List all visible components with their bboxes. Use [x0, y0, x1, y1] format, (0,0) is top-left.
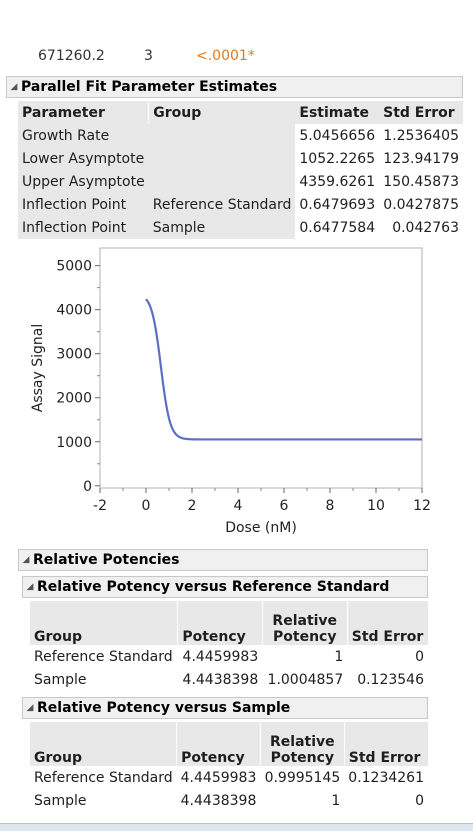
- y-axis: 0 1000 2000 3000 4000 5000: [56, 259, 100, 495]
- column-header[interactable]: Std Error: [343, 722, 428, 766]
- column-header[interactable]: Relative Potency: [261, 601, 348, 645]
- cell: 0.042763: [392, 219, 459, 236]
- disclosure-triangle-icon[interactable]: ◢: [26, 703, 34, 713]
- y-tick-label: 5000: [56, 259, 92, 275]
- y-tick-label: 4000: [56, 303, 92, 319]
- relative-potencies-outline-header[interactable]: ◢ Relative Potencies: [18, 549, 428, 571]
- y-axis-label: Assay Signal: [30, 324, 46, 412]
- column-header[interactable]: Group: [148, 101, 296, 124]
- table-row: Lower Asymptote 1052.2265 123.94179: [18, 147, 463, 170]
- x-tick-label: -2: [93, 498, 107, 514]
- cell: 4.4438398: [182, 671, 259, 688]
- cell: Reference Standard: [148, 193, 296, 216]
- disclosure-triangle-icon[interactable]: ◢: [26, 582, 34, 592]
- cell: [148, 170, 296, 193]
- table-row: Sample 4.4438398 1 0: [30, 789, 428, 812]
- outline-title: Relative Potencies: [33, 552, 180, 568]
- vs-sample-table: Group Potency Relative Potency Std Error…: [30, 722, 428, 812]
- cell: [148, 124, 296, 147]
- cell: Lower Asymptote: [18, 147, 149, 170]
- x-axis-label: Dose (nM): [225, 520, 297, 536]
- column-header[interactable]: Parameter: [18, 101, 150, 124]
- cell: 0.0427875: [383, 196, 459, 213]
- column-header[interactable]: Estimate: [295, 101, 380, 124]
- vs-sample-outline-header[interactable]: ◢ Relative Potency versus Sample: [22, 697, 428, 719]
- cell: 0.6479693: [299, 196, 376, 213]
- cell: 0.1234261: [348, 769, 424, 786]
- cell: 1: [334, 648, 344, 665]
- x-tick-label: 4: [234, 498, 243, 514]
- x-tick-label: 10: [367, 498, 385, 514]
- outline-title: Parallel Fit Parameter Estimates: [21, 79, 278, 95]
- cell: 671260.2: [38, 48, 105, 62]
- cell: 0: [415, 792, 424, 809]
- cell: 3: [144, 48, 153, 62]
- vs-reference-table: Group Potency Relative Potency Std Error…: [30, 601, 428, 691]
- table-row: Sample 4.4438398 1.0004857 0.123546: [30, 668, 428, 691]
- x-tick-label: 0: [142, 498, 151, 514]
- cell: 5.0456656: [299, 127, 376, 144]
- outline-title: Relative Potency versus Reference Standa…: [37, 579, 390, 595]
- cell: <.0001*: [196, 48, 255, 62]
- column-header[interactable]: Relative Potency: [259, 722, 345, 766]
- cell: Sample: [34, 671, 87, 688]
- cell: 4.4459983: [182, 648, 259, 665]
- vs-reference-outline-header[interactable]: ◢ Relative Potency versus Reference Stan…: [22, 576, 428, 598]
- cell: 0.6477584: [299, 219, 376, 236]
- table-row: Growth Rate 5.0456656 1.2536405: [18, 124, 463, 147]
- y-tick-label: 3000: [56, 347, 92, 363]
- cell: 0.123546: [357, 671, 424, 688]
- table-row: Inflection Point Reference Standard 0.64…: [18, 193, 463, 216]
- cell: 0.9995145: [264, 769, 341, 786]
- cell: Upper Asymptote: [18, 170, 149, 193]
- cell: Inflection Point: [18, 193, 149, 216]
- x-tick-label: 6: [280, 498, 289, 514]
- fit-curve-series: [145, 298, 422, 441]
- table-row: Reference Standard 4.4459983 0.9995145 0…: [30, 766, 428, 789]
- cell: 1.2536405: [383, 127, 459, 144]
- cell: 4.4459983: [180, 769, 257, 786]
- cell: Reference Standard: [34, 648, 173, 665]
- cell: Sample: [34, 792, 87, 809]
- cell: Reference Standard: [34, 769, 173, 786]
- column-header[interactable]: Group: [30, 601, 178, 645]
- column-header[interactable]: Std Error: [379, 101, 463, 124]
- x-tick-label: 2: [188, 498, 197, 514]
- table-row: Upper Asymptote 4359.6261 150.45873: [18, 170, 463, 193]
- column-header[interactable]: Std Error: [346, 601, 428, 645]
- window-bottom-edge: [0, 823, 473, 831]
- parallel-fit-outline-header[interactable]: ◢ Parallel Fit Parameter Estimates: [6, 76, 463, 98]
- cell: 123.94179: [383, 150, 459, 167]
- y-tick-label: 0: [83, 479, 92, 495]
- previous-table-fragment: 671260.2 3 <.0001*: [0, 0, 473, 62]
- table-row: Reference Standard 4.4459983 1 0: [30, 645, 428, 668]
- cell: 1.0004857: [267, 671, 344, 688]
- column-header[interactable]: Potency: [176, 722, 261, 766]
- cell: [148, 147, 296, 170]
- cell: 1052.2265: [299, 150, 376, 167]
- y-tick-label: 1000: [56, 435, 92, 451]
- cell: 4359.6261: [299, 173, 376, 190]
- table-row: Inflection Point Sample 0.6477584 0.0427…: [18, 216, 463, 239]
- cell: 150.45873: [383, 173, 459, 190]
- outline-title: Relative Potency versus Sample: [37, 700, 291, 716]
- y-tick-label: 2000: [56, 391, 92, 407]
- x-tick-label: 12: [413, 498, 431, 514]
- cell: 1: [331, 792, 341, 809]
- disclosure-triangle-icon[interactable]: ◢: [22, 555, 30, 565]
- column-header[interactable]: Potency: [177, 601, 263, 645]
- plot-frame: [99, 247, 423, 489]
- cell: 0: [415, 648, 424, 665]
- cell: Sample: [148, 216, 296, 239]
- cell: Growth Rate: [18, 124, 149, 147]
- cell: Inflection Point: [18, 216, 149, 239]
- parallel-fit-table: Parameter Group Estimate Std Error Growt…: [18, 101, 463, 239]
- column-header[interactable]: Group: [30, 722, 177, 766]
- x-tick-label: 8: [326, 498, 335, 514]
- cell: 4.4438398: [180, 792, 257, 809]
- disclosure-triangle-icon[interactable]: ◢: [10, 82, 18, 92]
- x-axis: -2 0 2 4 6 8 10 12: [93, 488, 431, 514]
